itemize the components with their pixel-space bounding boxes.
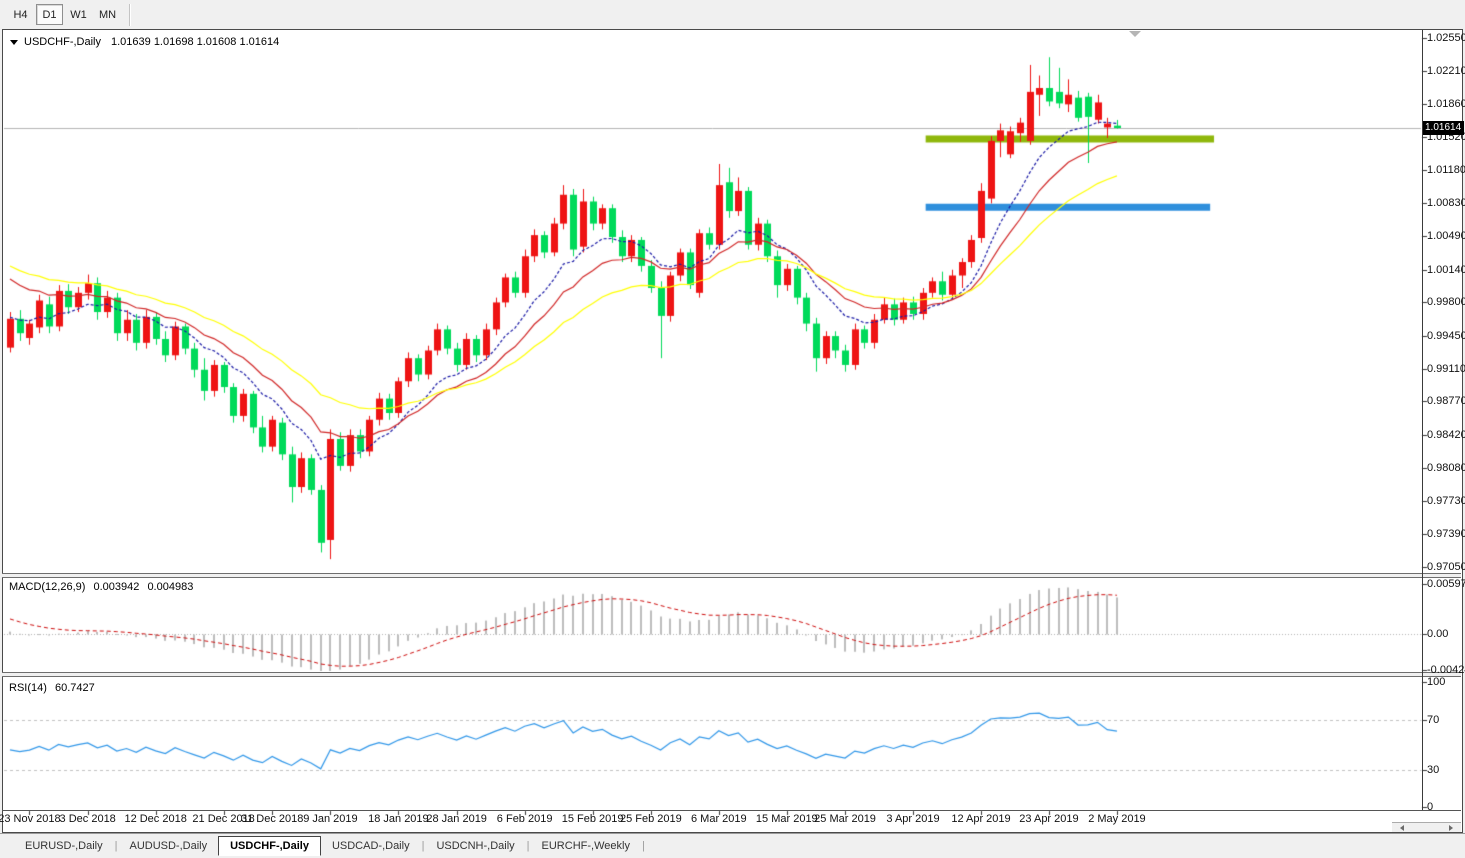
tab-usdchfdaily[interactable]: USDCHF-,Daily <box>218 836 321 856</box>
price-axis-label: 1.02550 <box>1427 32 1465 45</box>
date-axis-label: 18 Jan 2019 <box>368 813 429 825</box>
chart-tab-bar: EURUSD-,Daily | AUDUSD-,Daily USDCHF-,Daily… <box>0 833 1465 858</box>
price-axis-label: 0.99110 <box>1427 362 1465 375</box>
date-axis-label: 2 May 2019 <box>1088 813 1146 825</box>
price-axis-label: 0.97730 <box>1427 495 1465 508</box>
date-axis-label: 23 Apr 2019 <box>1019 813 1079 825</box>
date-axis-label: 3 Dec 2018 <box>59 813 116 825</box>
horizontal-scrollbar <box>1392 822 1461 832</box>
rsi-axis-label: 0 <box>1427 801 1434 813</box>
macd-axis-label: 0.00 <box>1427 628 1449 641</box>
date-axis-label: 3 Apr 2019 <box>886 813 940 825</box>
date-axis-label: 23 Nov 2018 <box>0 813 61 825</box>
price-axis-label: 0.99450 <box>1427 330 1465 343</box>
chevron-down-icon[interactable] <box>10 39 18 45</box>
price-axis-separator <box>1422 30 1423 810</box>
pane-splitter-macd[interactable] <box>2 573 1461 578</box>
chart-title: USDCHF-,Daily 1.01639 1.01698 1.01608 1.… <box>10 36 279 48</box>
tab-separator: | <box>114 840 118 852</box>
macd-indicator-label: MACD(12,26,9) 0.003942 0.004983 <box>9 581 198 593</box>
date-axis-label: 28 Jan 2019 <box>426 813 487 825</box>
current-price-badge: 1.01614 <box>1423 121 1464 135</box>
price-axis-label: 0.98770 <box>1427 395 1465 408</box>
tab-audusddaily[interactable]: AUDUSD-,Daily <box>129 840 208 852</box>
price-axis-label: 0.97390 <box>1427 528 1465 541</box>
chart-shift-marker-icon[interactable] <box>1129 31 1141 37</box>
date-axis-label: 6 Feb 2019 <box>496 813 553 825</box>
scroll-right-icon[interactable] <box>1449 824 1453 831</box>
price-axis-label: 1.00830 <box>1427 197 1465 210</box>
tab-eurusddaily[interactable]: EURUSD-,Daily <box>25 840 103 852</box>
macd-axis-label: -0.004243 <box>1427 664 1465 677</box>
date-axis-label: 6 Mar 2019 <box>691 813 747 825</box>
date-axis-label: 31 Dec 2018 <box>240 813 304 825</box>
chart-symbol-label: USDCHF-,Daily <box>24 36 101 48</box>
date-axis-label: 25 Feb 2019 <box>619 813 682 825</box>
price-axis-label: 1.02210 <box>1427 64 1465 77</box>
date-axis-label: 12 Apr 2019 <box>951 813 1011 825</box>
macd-name: MACD(12,26,9) <box>9 581 86 593</box>
date-axis-label: 15 Mar 2019 <box>755 813 818 825</box>
rsi-name: RSI(14) <box>9 682 47 694</box>
date-axis-label: 12 Dec 2018 <box>124 813 187 825</box>
tab-usdcaddaily[interactable]: USDCAD-,Daily <box>331 840 410 852</box>
price-axis-label: 1.01860 <box>1427 98 1465 111</box>
pane-splitter-rsi[interactable] <box>2 672 1461 677</box>
date-axis-label: 21 Dec 2018 <box>192 813 255 825</box>
tab-usdcnhdaily[interactable]: USDCNH-,Daily <box>436 840 515 852</box>
tab-separator: | <box>641 840 645 852</box>
price-axis-label: 1.01180 <box>1427 163 1465 176</box>
price-axis-label: 0.98080 <box>1427 461 1465 474</box>
macd-main-value: 0.003942 <box>93 581 140 593</box>
macd-axis-label: 0.00597 <box>1427 577 1465 590</box>
price-axis-label: 1.00140 <box>1427 263 1465 276</box>
rsi-value: 60.7427 <box>54 682 95 694</box>
rsi-axis-label: 30 <box>1427 763 1440 776</box>
tab-eurchfweekly[interactable]: EURCHF-,Weekly <box>541 840 630 852</box>
macd-signal-value: 0.004983 <box>147 581 194 593</box>
price-axis-label: 0.98420 <box>1427 429 1465 442</box>
rsi-axis-label: 100 <box>1427 676 1446 688</box>
price-axis-label: 1.00490 <box>1427 230 1465 243</box>
date-axis-label: 15 Feb 2019 <box>561 813 624 825</box>
date-axis-label: 9 Jan 2019 <box>303 813 358 825</box>
scroll-left-icon[interactable] <box>1400 824 1404 831</box>
tab-separator: | <box>421 840 425 852</box>
date-axis-label: 25 Mar 2019 <box>814 813 876 825</box>
tab-separator: | <box>526 840 530 852</box>
price-axis-label: 0.99800 <box>1427 296 1465 309</box>
date-axis-separator <box>2 810 1461 811</box>
rsi-axis-label: 70 <box>1427 713 1440 726</box>
price-axis-label: 0.97050 <box>1427 560 1465 573</box>
rsi-indicator-label: RSI(14) 60.7427 <box>9 682 100 694</box>
chart-ohlc-values: 1.01639 1.01698 1.01608 1.01614 <box>111 36 280 48</box>
